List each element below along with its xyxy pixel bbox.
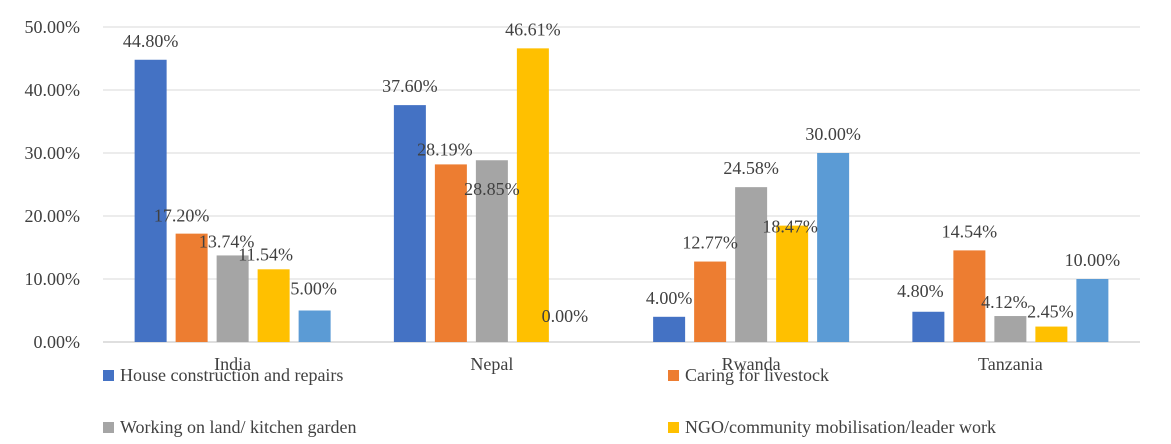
data-labels: 44.80% 17.20% 13.74%11.54% 5.00% 37.60% 28.19… — [123, 19, 1120, 326]
data-label: 5.00% — [290, 279, 337, 299]
bar — [475, 160, 508, 342]
bar — [257, 269, 290, 342]
bar — [776, 225, 809, 342]
data-label: 37.60% — [382, 76, 438, 96]
legend-item: Working on land/ kitchen garden — [103, 417, 357, 438]
x-axis-ticks: India Nepal Rwanda Tanzania — [214, 354, 1043, 374]
y-tick-label: 30.00% — [25, 143, 81, 163]
bar — [516, 48, 549, 343]
legend-swatch — [103, 422, 114, 433]
bar — [393, 105, 426, 343]
bar — [994, 316, 1027, 342]
data-label: 2.45% — [1027, 302, 1074, 322]
bars — [134, 48, 1109, 343]
legend-label: Caring for livestock — [685, 365, 829, 385]
bar — [653, 316, 686, 342]
legend-item: Caring for livestock — [668, 365, 829, 386]
bar — [434, 164, 467, 342]
data-label: 18.47% — [762, 217, 818, 237]
data-label: 4.00% — [646, 288, 693, 308]
data-label: 28.19% — [417, 139, 473, 159]
data-label: 17.20% — [154, 206, 210, 226]
data-label: 10.00% — [1065, 250, 1121, 270]
bar — [735, 187, 768, 342]
data-label: 4.80% — [897, 281, 944, 301]
data-label: 44.80% — [123, 31, 179, 51]
y-axis-ticks: 0.00% 10.00% 20.00% 30.00% 40.00% 50.00% — [25, 17, 81, 352]
data-label: 30.00% — [805, 124, 861, 144]
legend-item: House construction and repairs — [103, 365, 343, 386]
data-label: 28.85% — [464, 179, 520, 199]
bar — [134, 59, 167, 342]
legend-swatch — [668, 370, 679, 381]
bar — [175, 233, 208, 342]
bar — [953, 250, 986, 342]
x-tick-label: Nepal — [470, 354, 513, 374]
y-tick-label: 40.00% — [25, 80, 81, 100]
y-tick-label: 10.00% — [25, 269, 81, 289]
data-label: 4.12% — [981, 292, 1028, 312]
y-tick-label: 20.00% — [25, 206, 81, 226]
data-label: 14.54% — [942, 221, 998, 241]
x-tick-label: India — [214, 354, 251, 374]
legend-label: Working on land/ kitchen garden — [120, 417, 357, 437]
legend-swatch — [668, 422, 679, 433]
bar — [694, 261, 727, 342]
legend-label: NGO/community mobilisation/leader work — [685, 417, 996, 437]
x-tick-label: Tanzania — [978, 354, 1043, 374]
bar — [817, 153, 850, 342]
data-label: 24.58% — [723, 158, 779, 178]
data-label: 12.77% — [682, 233, 738, 253]
data-label: 0.00% — [542, 306, 589, 326]
legend-item: NGO/community mobilisation/leader work — [668, 417, 996, 438]
data-label: 46.61% — [505, 19, 561, 39]
bar — [216, 255, 249, 342]
legend-label: House construction and repairs — [120, 365, 344, 385]
bar — [298, 310, 331, 342]
y-tick-label: 0.00% — [34, 332, 81, 352]
data-label: 11.54% — [238, 244, 293, 264]
legend-row-2: Working on land/ kitchen garden NGO/comm… — [0, 417, 1171, 441]
bar — [912, 311, 945, 342]
x-tick-label: Rwanda — [722, 354, 781, 374]
bar — [1035, 326, 1068, 342]
legend-row-1: House construction and repairs Caring fo… — [0, 365, 1171, 389]
data-label: 13.74% — [199, 231, 255, 251]
bar — [1076, 279, 1109, 342]
y-tick-label: 50.00% — [25, 17, 81, 37]
legend-swatch — [103, 370, 114, 381]
